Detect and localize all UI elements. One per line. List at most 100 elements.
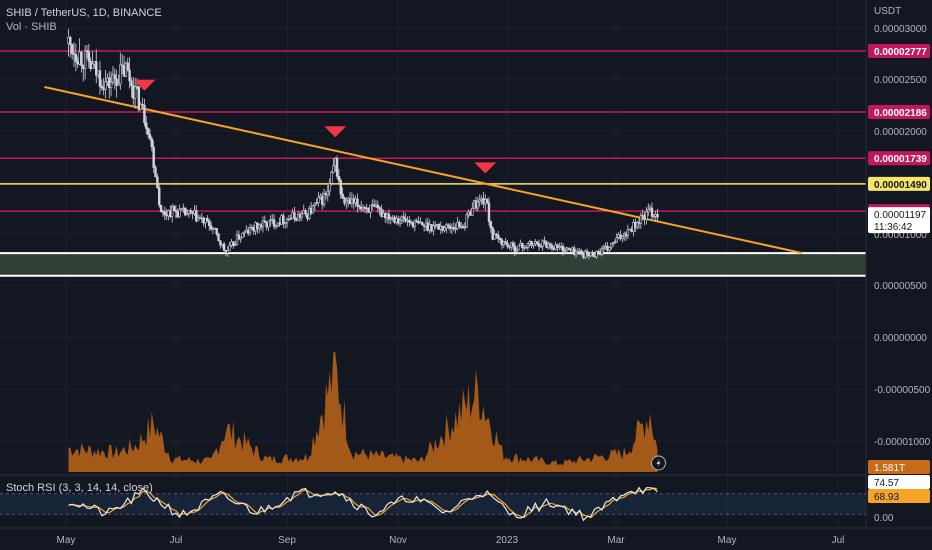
candle-body	[604, 245, 607, 248]
candle-body	[439, 225, 443, 230]
candle-body	[278, 222, 281, 225]
candle-body	[569, 248, 572, 251]
candle-body	[498, 237, 502, 241]
candle-body	[283, 222, 287, 224]
candle-body	[645, 211, 648, 220]
candle-body	[561, 245, 565, 252]
candle-body	[576, 251, 580, 253]
candle-body	[589, 252, 593, 257]
candle-body	[461, 226, 465, 229]
candle-body	[224, 250, 228, 254]
candle-body	[348, 198, 352, 205]
candle-body	[396, 218, 400, 224]
symbol-title: SHIB / TetherUS, 1D, BINANCE	[6, 7, 162, 19]
candle-body	[558, 246, 561, 249]
candle-body	[159, 204, 163, 212]
candle-body	[421, 222, 424, 226]
price-level-label: 0.00001739	[874, 154, 927, 165]
candle-body	[285, 219, 289, 224]
candle-body	[365, 207, 368, 210]
candle-body	[100, 85, 104, 89]
candle-body	[169, 210, 172, 217]
rsi-d-badge	[868, 489, 930, 503]
candle-body	[482, 198, 485, 205]
candle-body	[315, 202, 318, 204]
candle-body	[595, 251, 598, 258]
candle-body	[445, 224, 448, 229]
candle-body	[263, 220, 267, 223]
candle-body	[474, 200, 478, 209]
candle-body	[554, 244, 557, 250]
candle-body	[191, 211, 194, 214]
candle-body	[491, 227, 494, 240]
candle-body	[132, 85, 135, 99]
candle-body	[535, 241, 539, 244]
candle-body	[269, 219, 272, 222]
candle-body	[374, 204, 378, 207]
candle-body	[574, 251, 578, 255]
candle-body	[415, 220, 418, 223]
candle-body	[104, 81, 107, 90]
candle-body	[139, 103, 142, 110]
candles	[67, 28, 659, 260]
candle-body	[78, 51, 81, 65]
candle-body	[176, 211, 179, 218]
candle-body	[632, 222, 635, 232]
candle-body	[124, 62, 128, 77]
candle-body	[417, 220, 420, 224]
candle-body	[380, 208, 383, 217]
candle-body	[70, 44, 74, 55]
y-tick-label: -0.00001000	[874, 437, 931, 448]
candle-body	[545, 241, 548, 248]
rsi-axis-label: 0.00	[874, 513, 894, 524]
candle-body	[233, 244, 237, 246]
candle-body	[72, 53, 76, 55]
candle-body	[91, 63, 94, 70]
candle-body	[143, 104, 146, 124]
candle-body	[74, 53, 78, 62]
candle-body	[272, 219, 276, 227]
candle-body	[93, 61, 96, 65]
candle-body	[543, 240, 546, 243]
candle-body	[232, 241, 235, 246]
candle-body	[437, 224, 441, 230]
candle-body	[163, 211, 166, 216]
candle-body	[354, 198, 357, 204]
candle-body	[556, 244, 559, 249]
candle-body	[443, 227, 446, 231]
candle-body	[408, 220, 411, 223]
candle-body	[332, 165, 335, 173]
candle-body	[597, 251, 600, 253]
price-level-badge	[868, 151, 930, 166]
candle-body	[339, 180, 342, 195]
candle-body	[372, 204, 376, 207]
candle-body	[259, 224, 263, 228]
lightning-glyph	[656, 459, 661, 467]
candle-body	[267, 220, 270, 228]
candle-body	[335, 158, 339, 177]
candle-body	[435, 224, 439, 226]
candle-body	[300, 213, 304, 218]
candle-body	[606, 245, 609, 251]
candle-body	[480, 198, 483, 201]
candle-body	[346, 198, 350, 202]
candle-body	[198, 217, 202, 219]
candle-body	[404, 218, 407, 222]
candle-body	[182, 207, 185, 210]
candle-body	[296, 213, 300, 221]
candle-body	[117, 83, 120, 86]
candle-body	[506, 242, 509, 247]
candle-body	[76, 61, 79, 65]
candle-body	[552, 248, 556, 250]
candle-body	[565, 247, 568, 251]
rsi-d-value: 68.93	[874, 492, 899, 503]
candle-body	[626, 228, 630, 237]
candle-body	[630, 228, 633, 232]
candle-body	[615, 237, 618, 243]
candle-body	[622, 233, 626, 237]
candle-body	[493, 233, 496, 240]
candle-body	[248, 227, 252, 234]
y-tick-label: 0.00003000	[874, 24, 927, 35]
candle-body	[617, 234, 620, 238]
